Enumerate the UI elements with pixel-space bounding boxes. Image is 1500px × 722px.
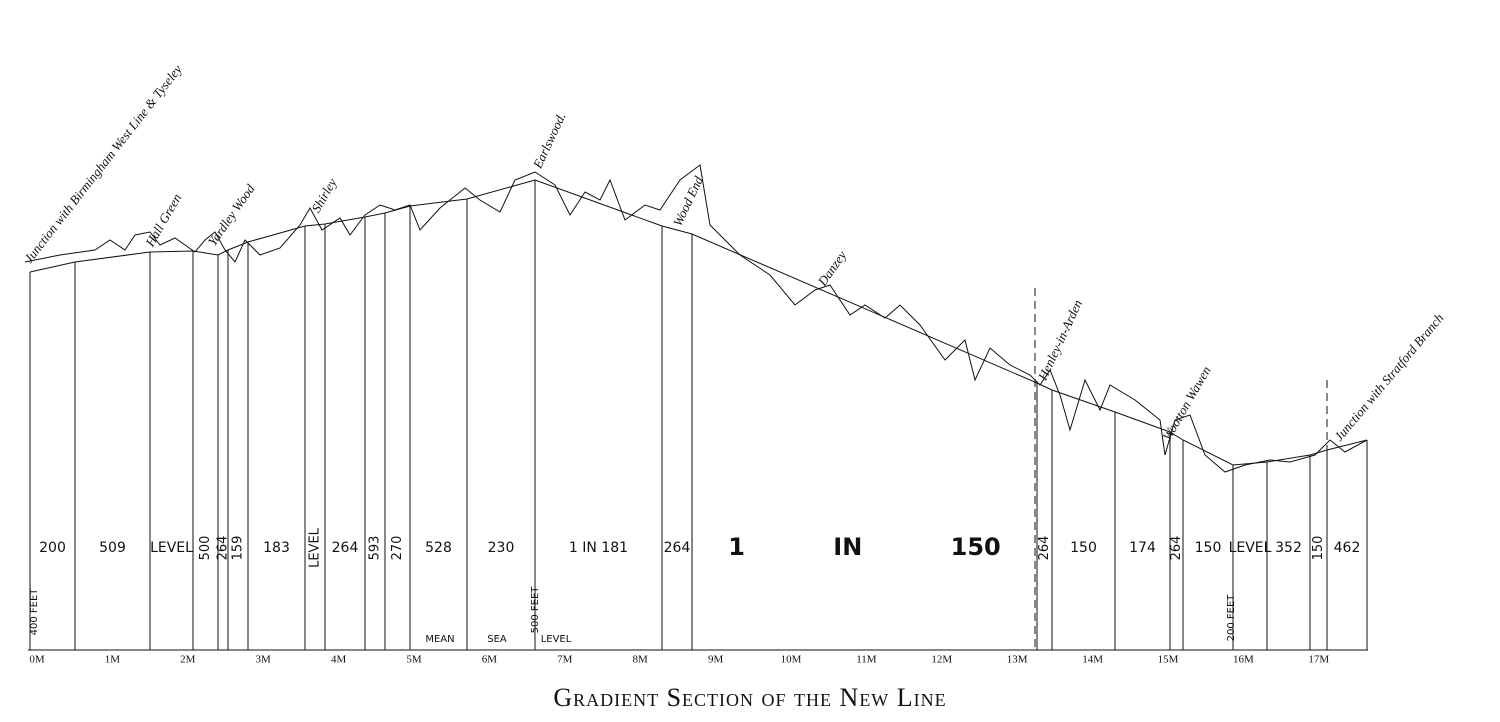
mile-label: 11M	[856, 654, 877, 666]
station-label: Danzey	[814, 248, 849, 290]
station-label: Yardley Wood	[205, 181, 258, 248]
mile-label: 5M	[406, 654, 422, 666]
gradient-label: 593	[368, 536, 383, 561]
gradient-label: LEVEL	[308, 527, 323, 568]
gradient-label: 264	[216, 536, 231, 561]
mile-label: 3M	[256, 654, 272, 666]
gradient-label: 264	[332, 540, 359, 556]
station-label: Hall Green	[142, 191, 185, 250]
gradient-label: 230	[488, 540, 515, 556]
mile-label: 15M	[1158, 654, 1179, 666]
gradient-label: 500	[198, 536, 213, 561]
title: Gradient Section of the New Line	[553, 683, 946, 712]
gradient-label: 150	[1311, 536, 1326, 561]
sea-level-label: MEAN	[425, 634, 454, 645]
station-label: Earlswood.	[529, 110, 568, 171]
mile-label: 10M	[781, 654, 802, 666]
gradient-label: LEVEL	[1229, 540, 1272, 556]
mile-label: 14M	[1082, 654, 1103, 666]
station-label: Wootton Wawen	[1159, 363, 1214, 443]
gradient-label: 183	[263, 540, 290, 556]
gradient-label: 462	[1334, 540, 1361, 556]
mile-label: 7M	[557, 654, 573, 666]
gradient-label: 270	[390, 536, 405, 561]
gradient-label: 150	[1195, 540, 1222, 556]
mile-label: 12M	[931, 654, 952, 666]
gradient-label: 1 IN 181	[569, 540, 628, 556]
station-label: Wood End	[670, 173, 706, 228]
gradient-label: 159	[231, 536, 246, 561]
sea-level-label: LEVEL	[541, 634, 572, 645]
ground-profile	[24, 164, 1368, 473]
mile-label: 4M	[331, 654, 347, 666]
mile-label: 9M	[708, 654, 724, 666]
station-label: Shirley	[308, 175, 340, 215]
gradient-label: 264	[664, 540, 691, 556]
gradient-label: 528	[425, 540, 452, 556]
datum-label: 200 FEET	[1226, 594, 1237, 642]
station-label: Junction with Stratford Branch	[1331, 310, 1446, 443]
datum-label: 400 FEET	[29, 588, 40, 636]
mile-label: 8M	[633, 654, 649, 666]
gradient-label: 1 IN 150	[728, 533, 1001, 561]
mile-label: 17M	[1308, 654, 1329, 666]
gradient-label: 150	[1070, 540, 1097, 556]
mile-label: 13M	[1007, 654, 1028, 666]
gradient-label: LEVEL	[150, 540, 193, 556]
gradient-label: 174	[1129, 540, 1156, 556]
gradient-label: 509	[99, 540, 126, 556]
station-label: Henley-in-Arden	[1034, 297, 1085, 383]
sea-level-label: SEA	[487, 634, 507, 645]
gradient-label: 200	[39, 540, 66, 556]
mile-label: 0M	[29, 654, 45, 666]
mile-label: 2M	[180, 654, 196, 666]
datum-label: 500 FEET	[530, 586, 541, 634]
mile-label: 6M	[482, 654, 498, 666]
mile-label: 16M	[1233, 654, 1254, 666]
gradient-label: 264	[1169, 536, 1184, 561]
formation-line	[29, 179, 1368, 466]
mile-label: 1M	[105, 654, 121, 666]
gradient-label: 264	[1037, 536, 1052, 561]
gradient-label: 352	[1275, 540, 1302, 556]
